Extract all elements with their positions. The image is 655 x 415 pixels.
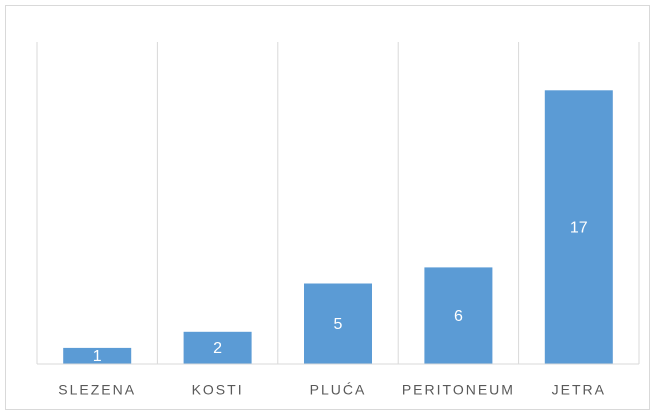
x-tick-label: PERITONEUM xyxy=(402,382,515,398)
data-label: 1 xyxy=(93,348,102,365)
bar xyxy=(424,267,493,364)
x-tick-label: PLUĆA xyxy=(310,382,367,398)
bar xyxy=(63,347,132,364)
x-tick-label: JETRA xyxy=(552,382,606,398)
bar xyxy=(304,283,372,364)
data-label: 5 xyxy=(334,316,343,333)
data-label: 17 xyxy=(570,219,588,236)
x-tick-label: KOSTI xyxy=(192,382,244,398)
data-label: 2 xyxy=(213,340,222,357)
data-label: 6 xyxy=(454,308,463,325)
x-tick-label: SLEZENA xyxy=(58,382,136,398)
bar xyxy=(183,331,252,364)
bar xyxy=(544,90,613,365)
